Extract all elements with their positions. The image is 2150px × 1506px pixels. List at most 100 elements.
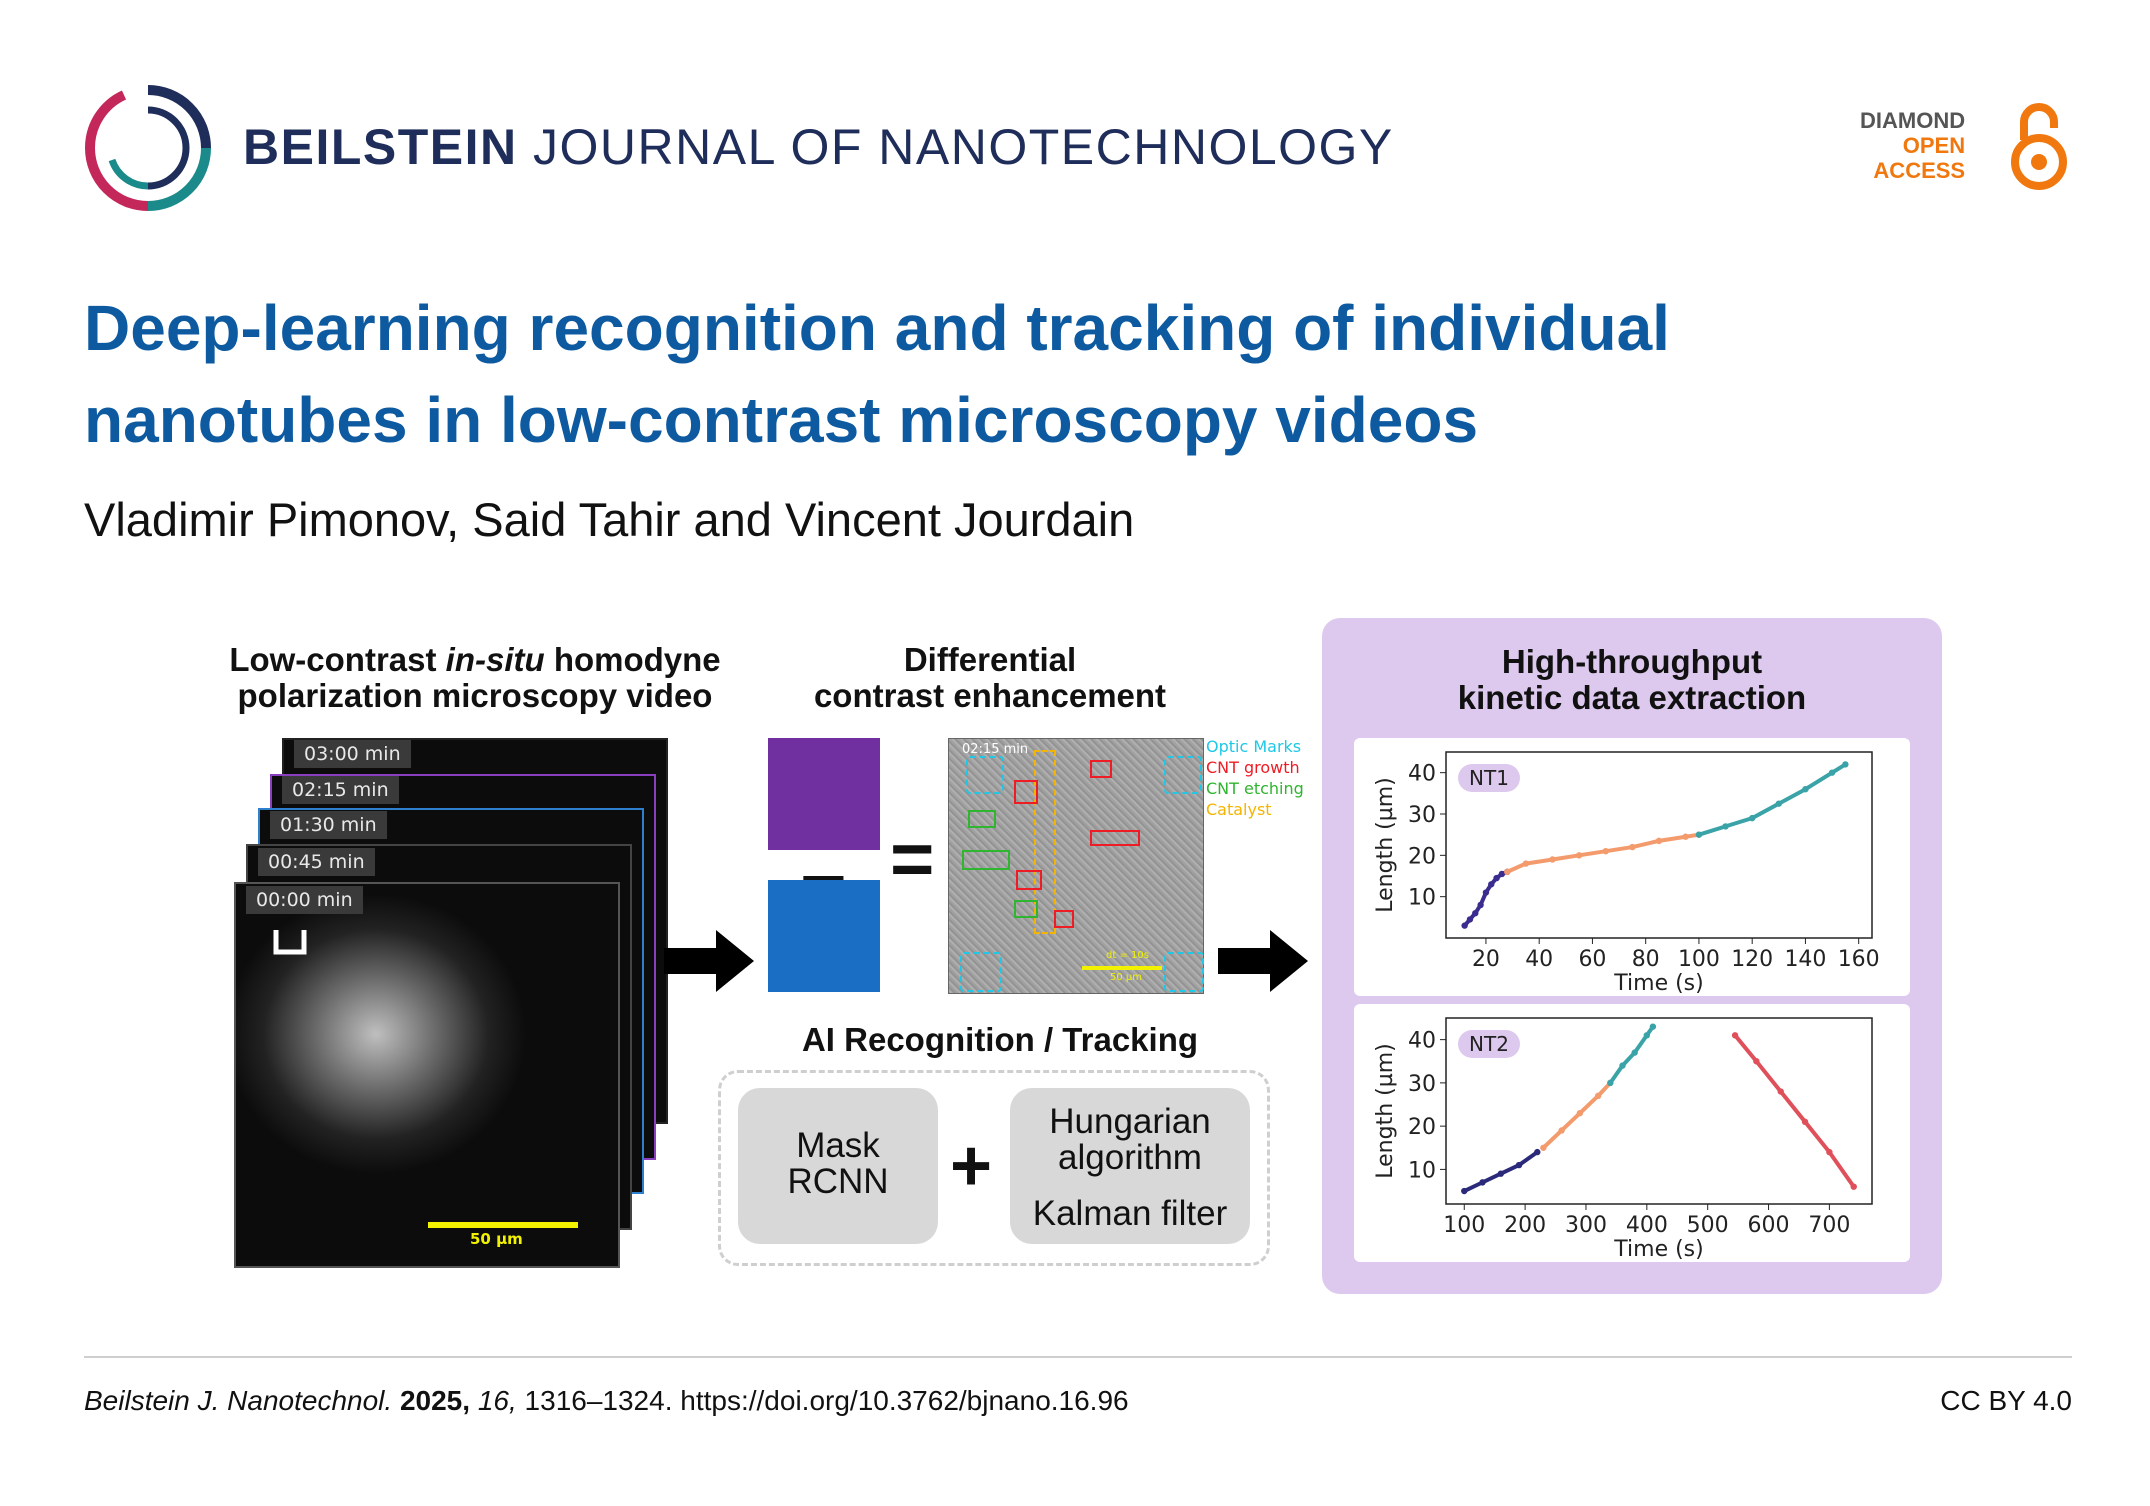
y-tick-label: 20 <box>1408 1115 1436 1140</box>
hungarian-line2: algorithm <box>1058 1138 1202 1177</box>
data-point <box>1682 833 1689 840</box>
optic-mark-box <box>1164 952 1204 992</box>
video-panel-heading: Low-contrast in-situ homodyne polarizati… <box>190 642 760 714</box>
data-point <box>1472 910 1479 917</box>
optic-mark-box <box>960 952 1002 992</box>
difference-scale-top: dt = 10s <box>1106 950 1149 961</box>
mask-rcnn-box: Mask RCNN <box>738 1088 938 1244</box>
data-point <box>1643 1032 1651 1039</box>
cnt-detection-box <box>968 810 996 828</box>
y-tick-label: 20 <box>1408 844 1436 869</box>
video-frame-front <box>234 882 620 1268</box>
ai-heading: AI Recognition / Tracking <box>801 1021 1199 1058</box>
arrow-right-icon <box>1218 930 1308 992</box>
data-point <box>1522 860 1530 867</box>
data-point <box>1576 1109 1584 1117</box>
beilstein-logo-icon <box>84 85 211 211</box>
frame-time-label: 01:30 min <box>270 811 387 839</box>
data-point <box>1748 814 1756 822</box>
open-access-lock-icon <box>2011 103 2067 190</box>
y-tick-label: 30 <box>1408 803 1436 828</box>
data-point <box>1461 922 1468 929</box>
data-point <box>1828 769 1836 776</box>
y-tick-label: 30 <box>1408 1072 1436 1097</box>
data-point <box>1777 1088 1784 1095</box>
open-access-label: DIAMOND OPEN ACCESS <box>1860 108 1965 183</box>
data-point <box>1802 786 1809 793</box>
data-point <box>1515 1161 1523 1169</box>
x-tick-label: 400 <box>1626 1213 1668 1238</box>
data-point <box>1842 761 1849 768</box>
journal-name-bold: BEILSTEIN <box>243 119 518 175</box>
data-point <box>1482 889 1490 896</box>
cnt-detection-box <box>1090 760 1112 778</box>
contrast-heading-line1: Differential <box>903 641 1077 678</box>
footer-divider <box>84 1356 2072 1358</box>
data-point <box>1549 856 1556 863</box>
x-tick-label: 500 <box>1687 1213 1729 1238</box>
kalman-filter-label: Kalman filter <box>1032 1194 1228 1233</box>
x-tick-label: 40 <box>1525 947 1553 972</box>
x-tick-label: 100 <box>1678 947 1720 972</box>
data-point <box>1631 1049 1638 1056</box>
data-point <box>1850 1183 1857 1190</box>
series-badge <box>1458 764 1520 792</box>
citation-pages-doi: 1316–1324. https://doi.org/10.3762/bjnan… <box>516 1385 1129 1416</box>
data-point <box>1826 1148 1833 1156</box>
contrast-panel-heading: Differential contrast enhancement <box>790 642 1190 714</box>
x-tick-label: 100 <box>1443 1213 1485 1238</box>
legend-cnt-etching: CNT etching <box>1206 779 1304 798</box>
x-tick-label: 120 <box>1731 947 1773 972</box>
legend-cnt-growth: CNT growth <box>1206 758 1300 777</box>
nt1-length-chart: 20 40 60 80 100 120 140 160 10 20 30 40 Time (s) Leng… <box>1373 751 1880 996</box>
frame-blue-square <box>768 880 880 992</box>
data-point <box>1594 1092 1602 1100</box>
optic-mark-box <box>966 756 1004 794</box>
y-tick-label: 10 <box>1408 1158 1436 1183</box>
scale-bar-label: 50 µm <box>470 1230 523 1248</box>
x-tick-label: 300 <box>1565 1213 1607 1238</box>
oa-line-open: OPEN <box>1902 133 1966 158</box>
data-point <box>1479 1179 1486 1186</box>
x-axis-label: Time (s) <box>1613 971 1703 996</box>
cnt-detection-box <box>1016 870 1042 890</box>
kinetic-panel-heading: High-throughput kinetic data extraction <box>1322 644 1942 716</box>
difference-scale-bar <box>1082 966 1162 970</box>
frame-purple-square <box>768 738 880 850</box>
license: CC BY 4.0 <box>1940 1385 2072 1416</box>
citation-year: 2025, <box>399 1385 471 1416</box>
y-tick-label: 40 <box>1408 1029 1436 1054</box>
data-point <box>1534 1148 1541 1156</box>
x-tick-label: 200 <box>1504 1213 1546 1238</box>
equals-sign: = <box>890 817 935 902</box>
series-line <box>1733 1034 1856 1188</box>
contrast-heading-line2: contrast enhancement <box>813 677 1167 714</box>
frame-time-label: 00:00 min <box>246 886 363 914</box>
series-badge-label: NT2 <box>1469 1032 1509 1056</box>
data-point <box>1498 870 1506 878</box>
arrow-right-icon <box>664 930 754 992</box>
detection-legend: Optic Marks CNT growth CNT etching Catal… <box>1206 736 1304 820</box>
x-tick-label: 140 <box>1784 947 1826 972</box>
data-point <box>1695 831 1703 838</box>
x-tick-label: 600 <box>1748 1213 1790 1238</box>
data-point <box>1575 852 1583 859</box>
cnt-detection-box <box>962 850 1010 870</box>
data-point <box>1602 848 1609 855</box>
data-point <box>1722 823 1729 830</box>
nt2-length-chart: 100 200 300 400 500 600 700 10 20 30 40 Time (s) Len… <box>1373 1017 1873 1262</box>
hungarian-line1: Hungarian <box>1049 1102 1211 1141</box>
frame-time-label: 03:00 min <box>294 740 411 768</box>
legend-optic-marks: Optic Marks <box>1206 737 1302 756</box>
x-tick-label: 20 <box>1472 947 1500 972</box>
x-tick-label: 160 <box>1838 947 1880 972</box>
difference-scale-bottom: 50 µm <box>1110 972 1143 983</box>
y-axis-label: Length (µm) <box>1373 1043 1398 1178</box>
journal-abbrev: Beilstein J. Nanotechnol. <box>84 1385 393 1416</box>
citation-volume: 16, <box>477 1385 517 1416</box>
data-point <box>1497 1170 1504 1177</box>
frame-time-label: 00:45 min <box>258 848 375 876</box>
video-heading-in-situ: in-situ <box>445 641 545 678</box>
video-heading-part-a: Low-contrast <box>229 641 446 678</box>
data-point <box>1477 901 1484 909</box>
